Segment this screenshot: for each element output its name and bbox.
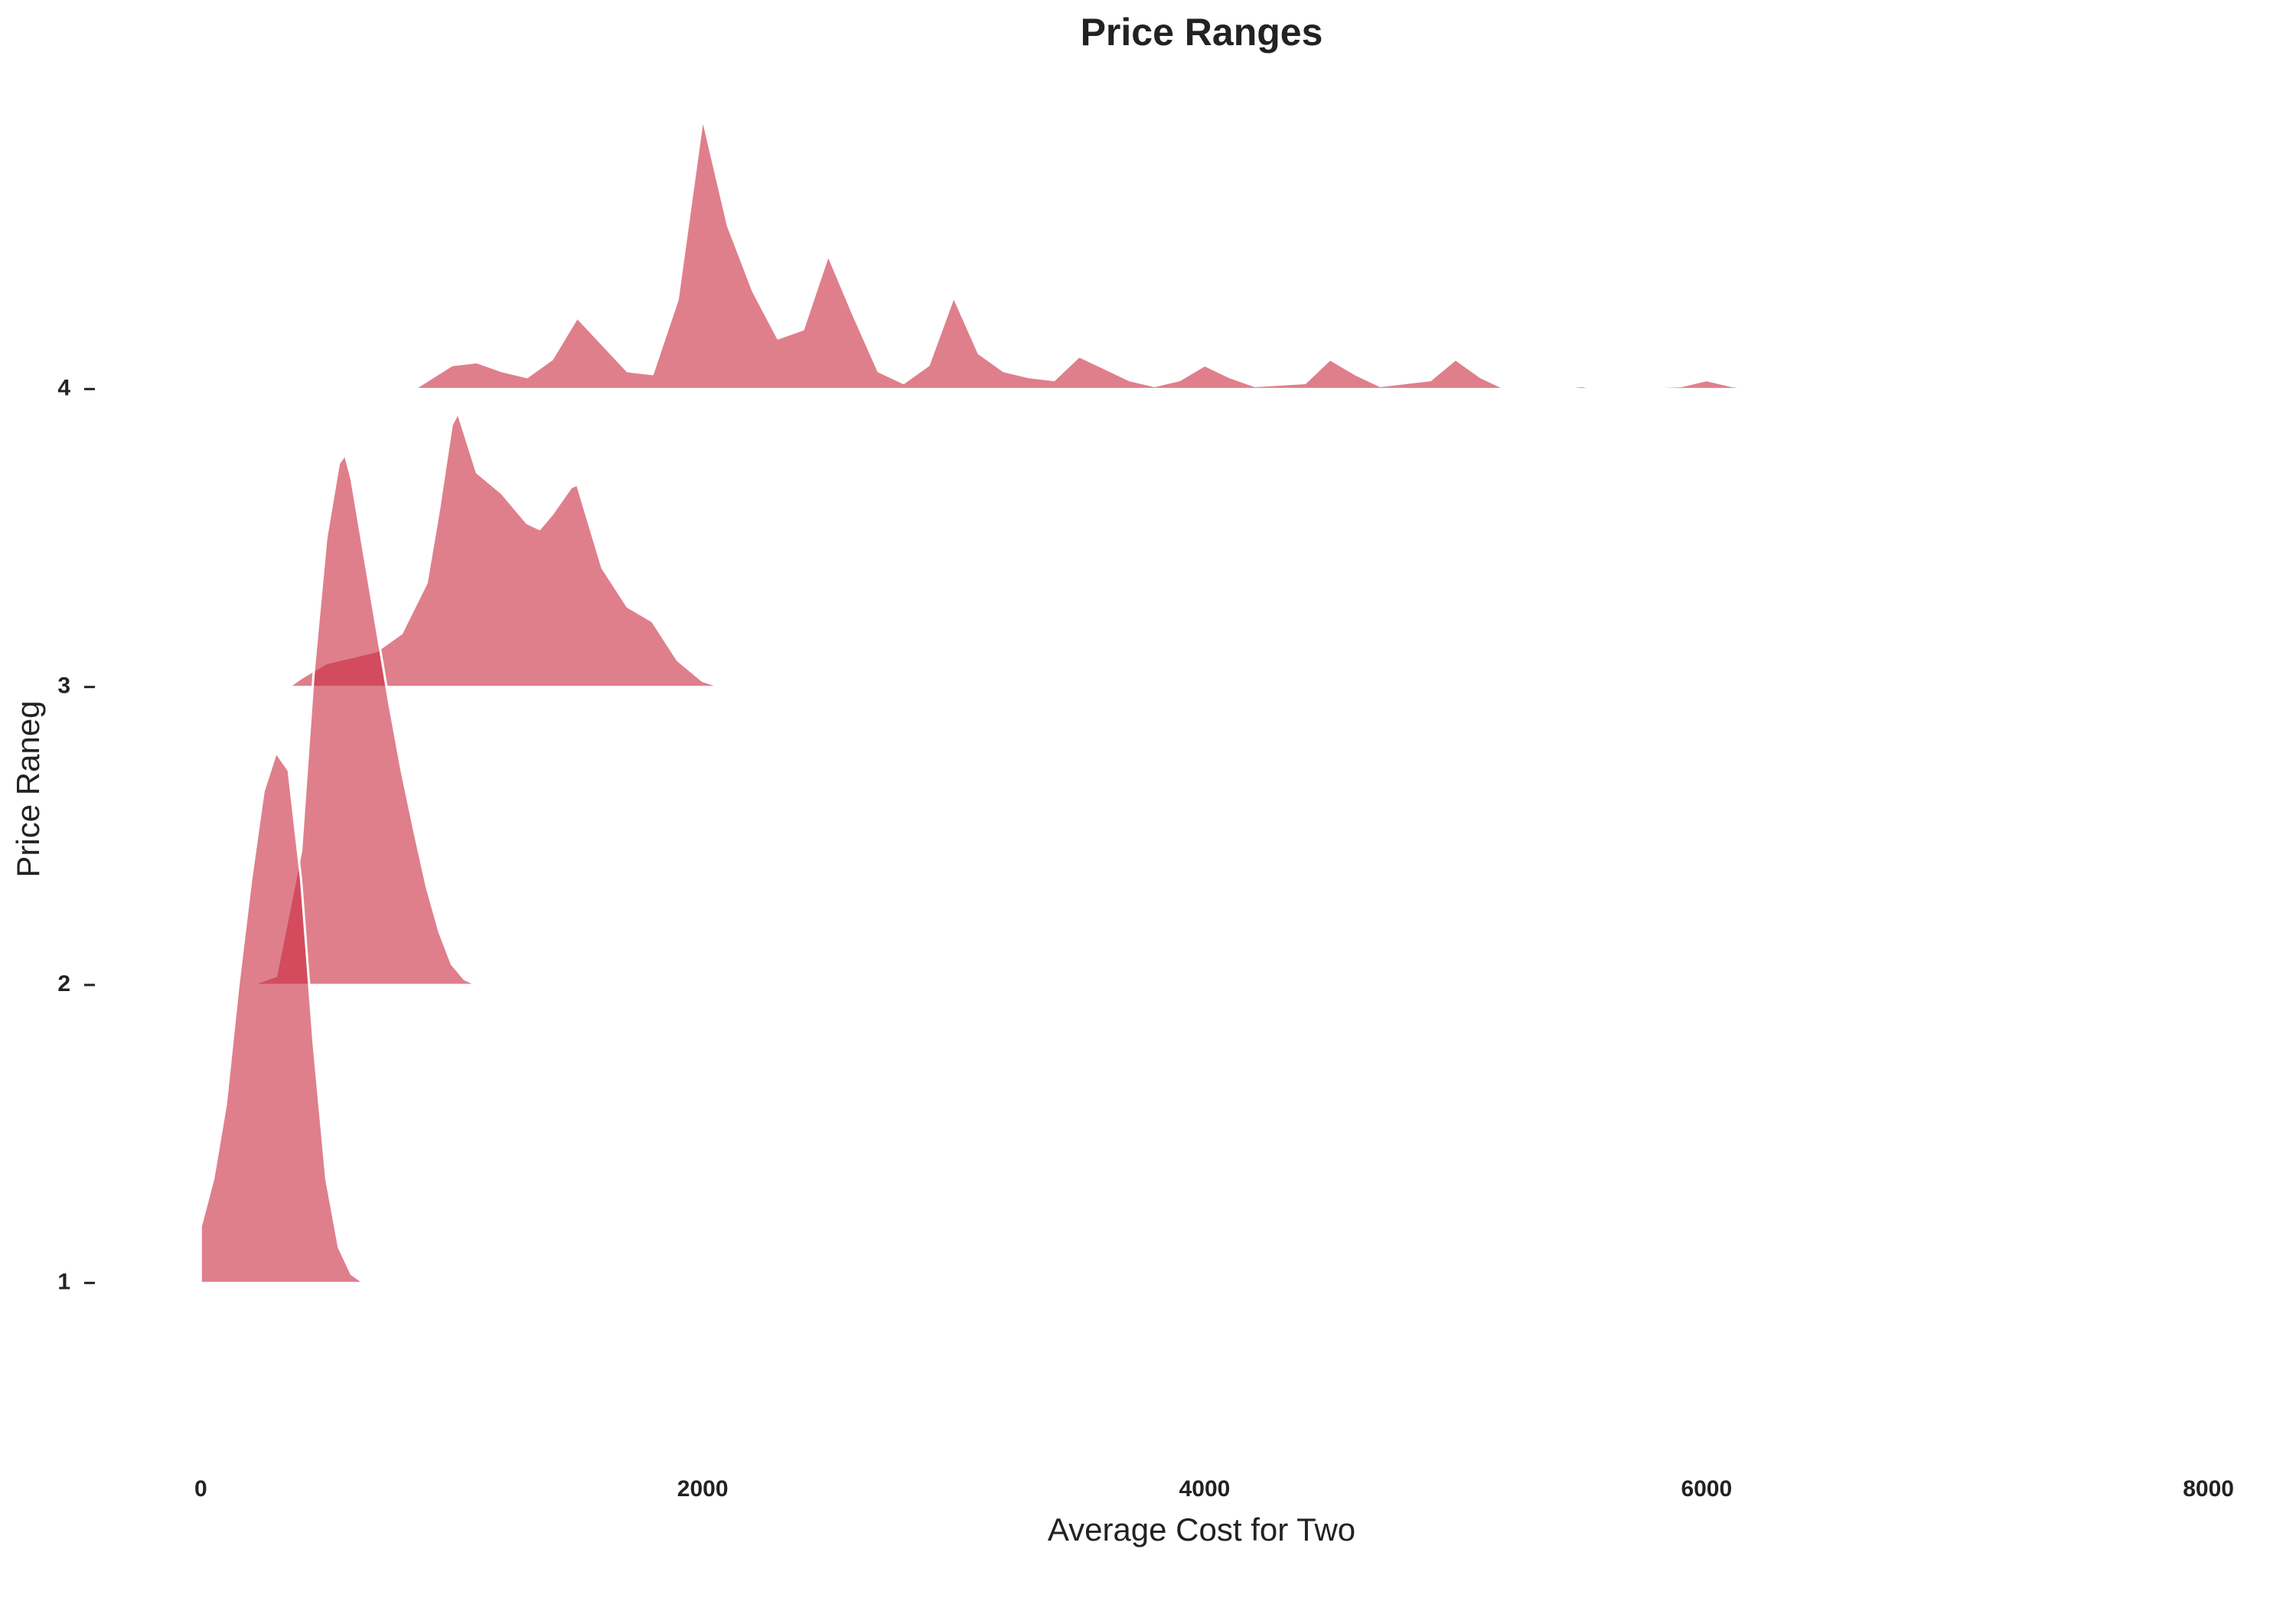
y-tick-label: 4	[57, 375, 70, 400]
x-tick-label: 6000	[1681, 1476, 1732, 1502]
y-tick-label: 3	[57, 673, 70, 699]
y-tick-label: 2	[57, 971, 70, 996]
ridge	[249, 453, 478, 986]
ridge	[199, 751, 366, 1284]
x-tick-label: 0	[194, 1476, 207, 1502]
x-tick-label: 4000	[1179, 1476, 1231, 1502]
ridge	[413, 116, 2210, 390]
y-tick-label: 1	[57, 1269, 70, 1294]
x-axis-label: Average Cost for Two	[1048, 1512, 1355, 1547]
x-tick-label: 8000	[2183, 1476, 2234, 1502]
chart-title: Price Ranges	[1081, 11, 1323, 54]
x-tick-label: 2000	[677, 1476, 729, 1502]
y-axis-label: Price Raneg	[10, 700, 46, 877]
